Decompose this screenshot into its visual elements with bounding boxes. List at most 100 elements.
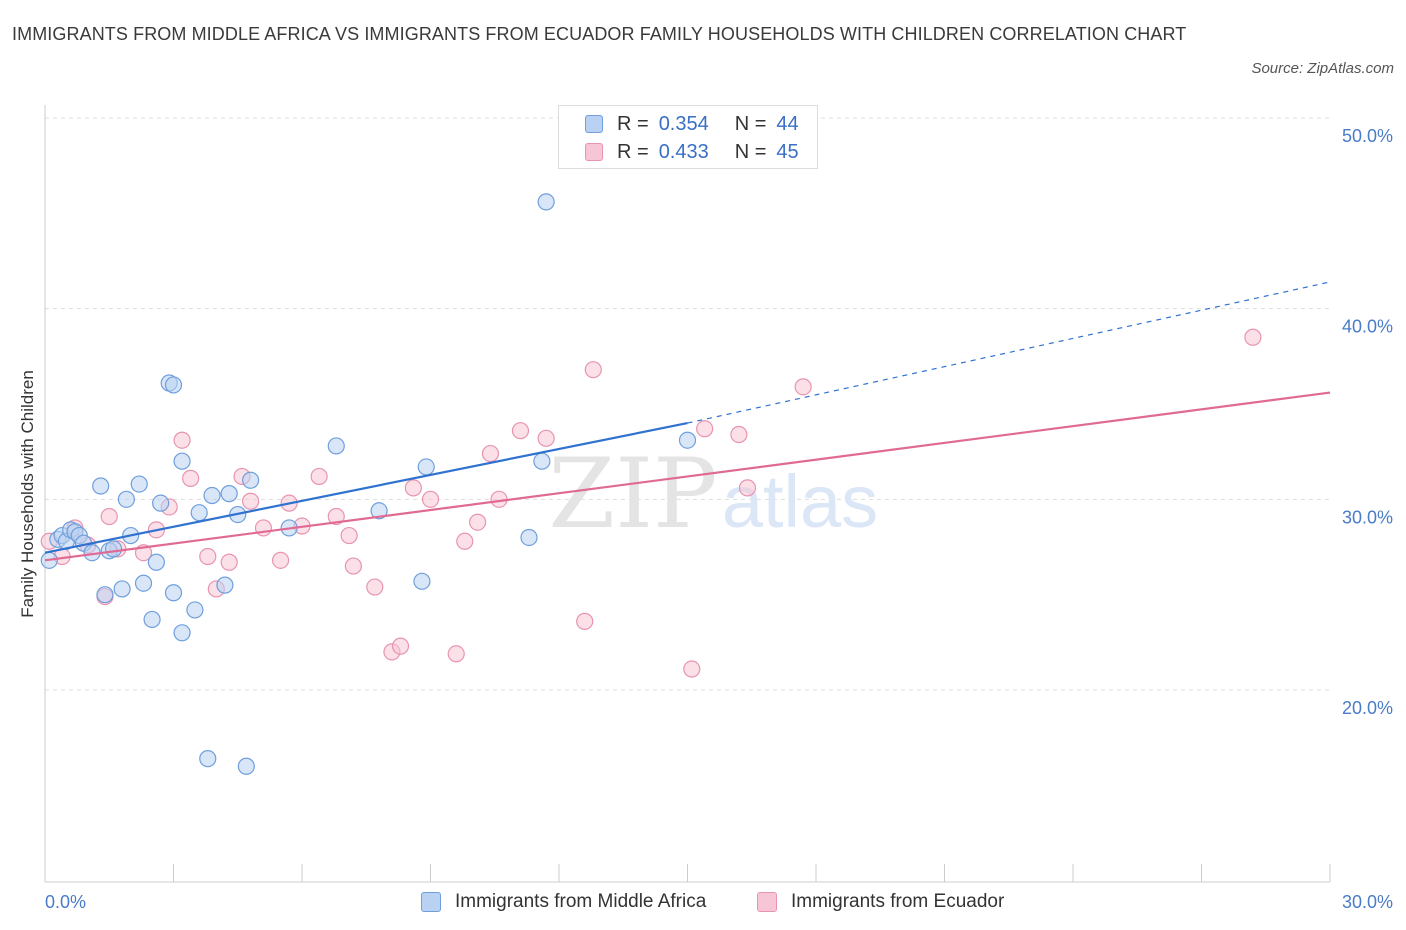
- data-point-middle-africa: [242, 471, 260, 489]
- data-point-ecuador: [242, 492, 260, 510]
- data-point-ecuador: [344, 557, 362, 575]
- data-point-ecuador: [366, 578, 384, 596]
- bottom-legend-label-ecuador: Immigrants from Ecuador: [791, 891, 1005, 912]
- data-point-middle-africa: [130, 475, 148, 493]
- data-point-middle-africa: [134, 574, 153, 592]
- legend-swatch-pink: [585, 143, 603, 161]
- legend-n-label: N =: [734, 140, 767, 163]
- data-point-ecuador: [456, 532, 474, 550]
- y-tick-label: 30.0%: [1342, 507, 1393, 527]
- axes: [44, 105, 1331, 883]
- data-point-middle-africa: [173, 452, 191, 470]
- bottom-legend-label-middle-africa: Immigrants from Middle Africa: [455, 891, 707, 912]
- y-tick-label: 40.0%: [1342, 317, 1393, 337]
- series-middle-africa-points: [40, 193, 697, 775]
- data-point-middle-africa: [537, 193, 555, 211]
- x-tick-label: 30.0%: [1342, 892, 1393, 912]
- data-point-middle-africa: [92, 477, 110, 495]
- data-point-middle-africa: [237, 757, 255, 775]
- bottom-legend-ecuador: Immigrants from Ecuador: [757, 888, 1004, 916]
- data-point-ecuador: [696, 420, 714, 438]
- data-point-middle-africa: [203, 486, 221, 505]
- data-point-ecuador: [391, 637, 410, 655]
- data-point-ecuador: [537, 429, 555, 447]
- data-point-middle-africa: [327, 437, 345, 455]
- data-point-middle-africa: [147, 553, 165, 571]
- y-tick-label: 20.0%: [1342, 698, 1393, 718]
- data-point-ecuador: [481, 444, 500, 463]
- trend-line-middle-africa: [44, 421, 688, 554]
- data-point-middle-africa: [143, 610, 161, 629]
- data-point-middle-africa: [413, 572, 431, 590]
- source-label: Source: ZipAtlas.com: [1251, 60, 1394, 77]
- watermark: ZIP atlas: [548, 438, 878, 550]
- data-point-ecuador: [404, 479, 422, 497]
- data-point-ecuador: [310, 467, 328, 486]
- legend-n-value: 44: [776, 112, 799, 135]
- data-point-middle-africa: [533, 452, 551, 470]
- y-tick-label: 50.0%: [1342, 126, 1393, 146]
- watermark-atlas: atlas: [722, 460, 878, 543]
- legend-r-value: 0.433: [658, 140, 709, 163]
- data-point-ecuador: [327, 507, 345, 526]
- data-point-ecuador: [173, 431, 191, 449]
- x-tick-label: 0.0%: [45, 892, 86, 912]
- data-point-middle-africa: [186, 601, 204, 619]
- data-point-ecuador: [511, 422, 530, 440]
- legend-swatch-blue: [585, 115, 603, 133]
- data-point-ecuador: [794, 378, 812, 396]
- data-point-ecuador: [220, 553, 238, 571]
- data-point-ecuador: [730, 425, 748, 444]
- data-point-middle-africa: [220, 485, 238, 503]
- trend-line-middle-africa-extension: [687, 281, 1331, 424]
- data-point-ecuador: [584, 361, 602, 379]
- legend-r-label: R =: [617, 140, 649, 163]
- data-point-middle-africa: [96, 586, 114, 604]
- trend-lines: [44, 281, 1331, 562]
- data-point-middle-africa: [173, 624, 191, 642]
- data-point-ecuador: [421, 490, 440, 508]
- gridlines: [45, 117, 1330, 691]
- data-point-middle-africa: [417, 458, 435, 476]
- legend: R = 0.354 N = 44 R = 0.433 N = 45: [558, 105, 818, 169]
- data-point-ecuador: [447, 645, 465, 663]
- bottom-legend-swatch-blue: [421, 892, 441, 912]
- legend-n-label: N =: [734, 112, 767, 135]
- data-point-middle-africa: [164, 584, 183, 602]
- data-point-ecuador: [100, 507, 118, 526]
- watermark-zip: ZIP: [548, 438, 717, 550]
- data-point-middle-africa: [113, 580, 131, 598]
- data-point-middle-africa: [520, 528, 538, 547]
- legend-n-value: 45: [776, 140, 799, 163]
- data-point-middle-africa: [104, 540, 123, 558]
- data-point-middle-africa: [199, 750, 217, 768]
- data-point-ecuador: [469, 513, 487, 531]
- data-point-ecuador: [271, 551, 290, 569]
- data-point-ecuador: [738, 479, 757, 497]
- bottom-legend-middle-africa: Immigrants from Middle Africa: [421, 888, 706, 916]
- data-point-middle-africa: [117, 490, 135, 508]
- trend-line-ecuador: [44, 391, 1331, 562]
- data-point-middle-africa: [152, 494, 170, 512]
- data-point-ecuador: [340, 526, 358, 545]
- data-point-ecuador: [1244, 328, 1262, 346]
- legend-r-value: 0.354: [658, 112, 709, 135]
- data-point-middle-africa: [370, 502, 388, 520]
- data-point-ecuador: [683, 660, 701, 678]
- series-ecuador-points: [40, 328, 1262, 678]
- y-axis-title: Family Households with Children: [18, 370, 37, 618]
- legend-r-label: R =: [617, 112, 649, 135]
- tick-labels: 20.0% 30.0% 40.0% 50.0% 0.0% 30.0%: [45, 126, 1393, 912]
- data-point-ecuador: [199, 547, 217, 566]
- data-point-middle-africa: [678, 431, 697, 449]
- data-point-ecuador: [576, 612, 594, 630]
- bottom-legend-swatch-pink: [757, 892, 777, 912]
- legend-row-ecuador: R = 0.433 N = 45: [585, 139, 799, 165]
- legend-row-middle-africa: R = 0.354 N = 44: [585, 111, 799, 137]
- data-point-middle-africa: [216, 576, 234, 594]
- data-point-middle-africa: [190, 504, 208, 522]
- chart-title: IMMIGRANTS FROM MIDDLE AFRICA VS IMMIGRA…: [12, 24, 1187, 44]
- data-point-middle-africa: [164, 376, 183, 394]
- data-point-ecuador: [182, 469, 200, 487]
